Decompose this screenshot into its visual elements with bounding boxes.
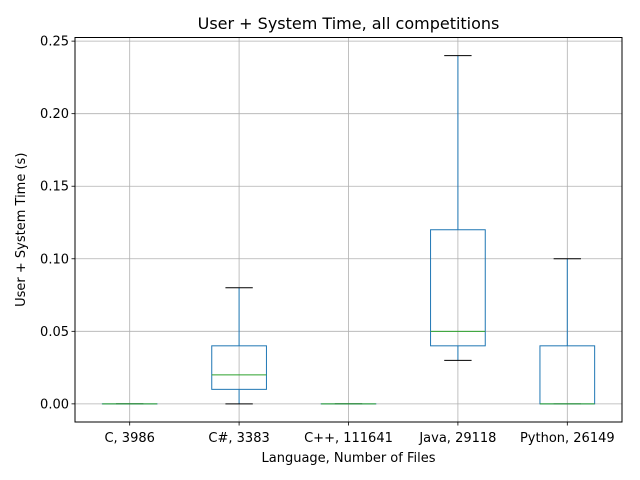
x-tick-label: Java, 29118 xyxy=(418,431,496,446)
x-tick-label: Python, 26149 xyxy=(520,431,615,446)
x-tick-label: C, 3986 xyxy=(104,431,154,446)
y-tick-label: 0.25 xyxy=(40,35,69,50)
y-tick-label: 0.00 xyxy=(40,397,69,412)
x-axis-label: Language, Number of Files xyxy=(262,451,436,466)
ticks: 0.00 0.05 0.10 0.15 0.20 0.25 C, 3986 C#, 3383 C… xyxy=(40,35,615,446)
x-tick-label: C#, 3383 xyxy=(208,431,269,446)
chart-title: User + System Time, all competitions xyxy=(198,14,500,33)
box-5 xyxy=(539,258,596,405)
y-tick-label: 0.10 xyxy=(40,252,69,267)
y-axis-label: User + System Time (s) xyxy=(14,153,29,307)
x-tick-label: C++, 111641 xyxy=(304,431,393,446)
box-body xyxy=(211,345,267,390)
y-tick-label: 0.20 xyxy=(40,107,69,122)
boxes xyxy=(101,55,596,405)
box-2 xyxy=(211,287,267,405)
y-tick-label: 0.15 xyxy=(40,180,69,195)
box-4 xyxy=(430,55,486,361)
box-body xyxy=(430,229,486,347)
y-tick-label: 0.05 xyxy=(40,325,69,340)
